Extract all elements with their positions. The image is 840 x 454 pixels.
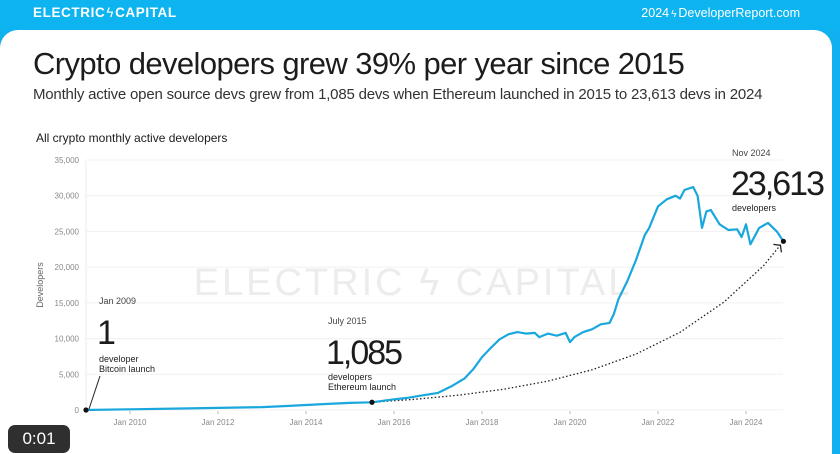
annotation-date-2024: Nov 2024 <box>732 148 771 158</box>
lightning-bolt-icon: ϟ <box>671 9 677 20</box>
chart-title: All crypto monthly active developers <box>36 131 228 145</box>
lightning-bolt-icon: ϟ <box>106 5 115 20</box>
annotation-value-2009: 1 <box>97 314 116 352</box>
annotation-date-2015: July 2015 <box>328 316 367 326</box>
y-axis-label: Developers <box>35 262 45 308</box>
x-tick-label: Jan 2020 <box>554 418 587 427</box>
brand-name-part-1: ELECTRIC <box>33 5 106 20</box>
series-line <box>85 186 785 412</box>
highlight-point <box>369 399 375 405</box>
annotation-line1-2024: developers <box>732 203 777 213</box>
highlight-points <box>83 238 787 413</box>
watermark: ELECTRIC ϟ CAPITAL <box>194 262 633 304</box>
y-tick-label: 35,000 <box>55 156 80 165</box>
report-link[interactable]: 2024 ϟ DeveloperReport.com <box>641 6 800 20</box>
arrow-icon <box>773 243 783 253</box>
header-bar: ELECTRICϟCAPITAL 2024 ϟ DeveloperReport.co… <box>0 0 840 30</box>
highlight-point <box>83 407 89 413</box>
y-axis-ticks: 0 5,000 10,000 15,000 20,000 25,000 30,000 35,0… <box>55 156 80 415</box>
x-tick-label: Jan 2022 <box>642 418 675 427</box>
y-tick-label: 15,000 <box>55 299 80 308</box>
y-tick-label: 30,000 <box>55 192 80 201</box>
annotation-line2-2015: Ethereum launch <box>328 382 396 392</box>
y-tick-label: 5,000 <box>59 370 80 379</box>
page-subtitle: Monthly active open source devs grew fro… <box>33 86 763 103</box>
x-tick-label: Jan 2012 <box>202 418 235 427</box>
x-axis-ticks: Jan 2010 Jan 2012 Jan 2014 Jan 2016 Jan 2018… <box>114 411 763 427</box>
bitcoin-callout-line <box>88 375 101 410</box>
brand-logo: ELECTRICϟCAPITAL <box>33 5 177 20</box>
y-tick-label: 20,000 <box>55 263 80 272</box>
x-tick-label: Jan 2024 <box>730 418 763 427</box>
x-tick-label: Jan 2018 <box>466 418 499 427</box>
x-tick-label: Jan 2014 <box>290 418 323 427</box>
annotation-line1-2009: developer <box>99 354 139 364</box>
y-tick-label: 10,000 <box>55 335 80 344</box>
report-site: DeveloperReport.com <box>678 6 800 20</box>
gridlines <box>85 159 783 411</box>
brand-name-part-2: CAPITAL <box>115 5 177 20</box>
trend-line <box>371 240 784 403</box>
highlight-point <box>780 238 787 244</box>
y-tick-label: 0 <box>75 406 80 415</box>
x-tick-label: Jan 2010 <box>114 418 147 427</box>
slide-card <box>0 30 832 454</box>
annotation-date-2009: Jan 2009 <box>99 296 136 306</box>
report-year: 2024 <box>641 6 670 20</box>
annotation-value-2015: 1,085 <box>326 334 402 372</box>
y-tick-label: 25,000 <box>55 227 80 236</box>
annotation-line1-2015: developers <box>328 372 373 382</box>
x-tick-label: Jan 2016 <box>378 418 411 427</box>
annotation-line2-2009: Bitcoin launch <box>99 364 155 374</box>
annotation-value-2024: 23,613 <box>731 165 824 203</box>
video-timestamp-badge: 0:01 <box>8 425 70 453</box>
page-title: Crypto developers grew 39% per year sinc… <box>33 46 685 81</box>
